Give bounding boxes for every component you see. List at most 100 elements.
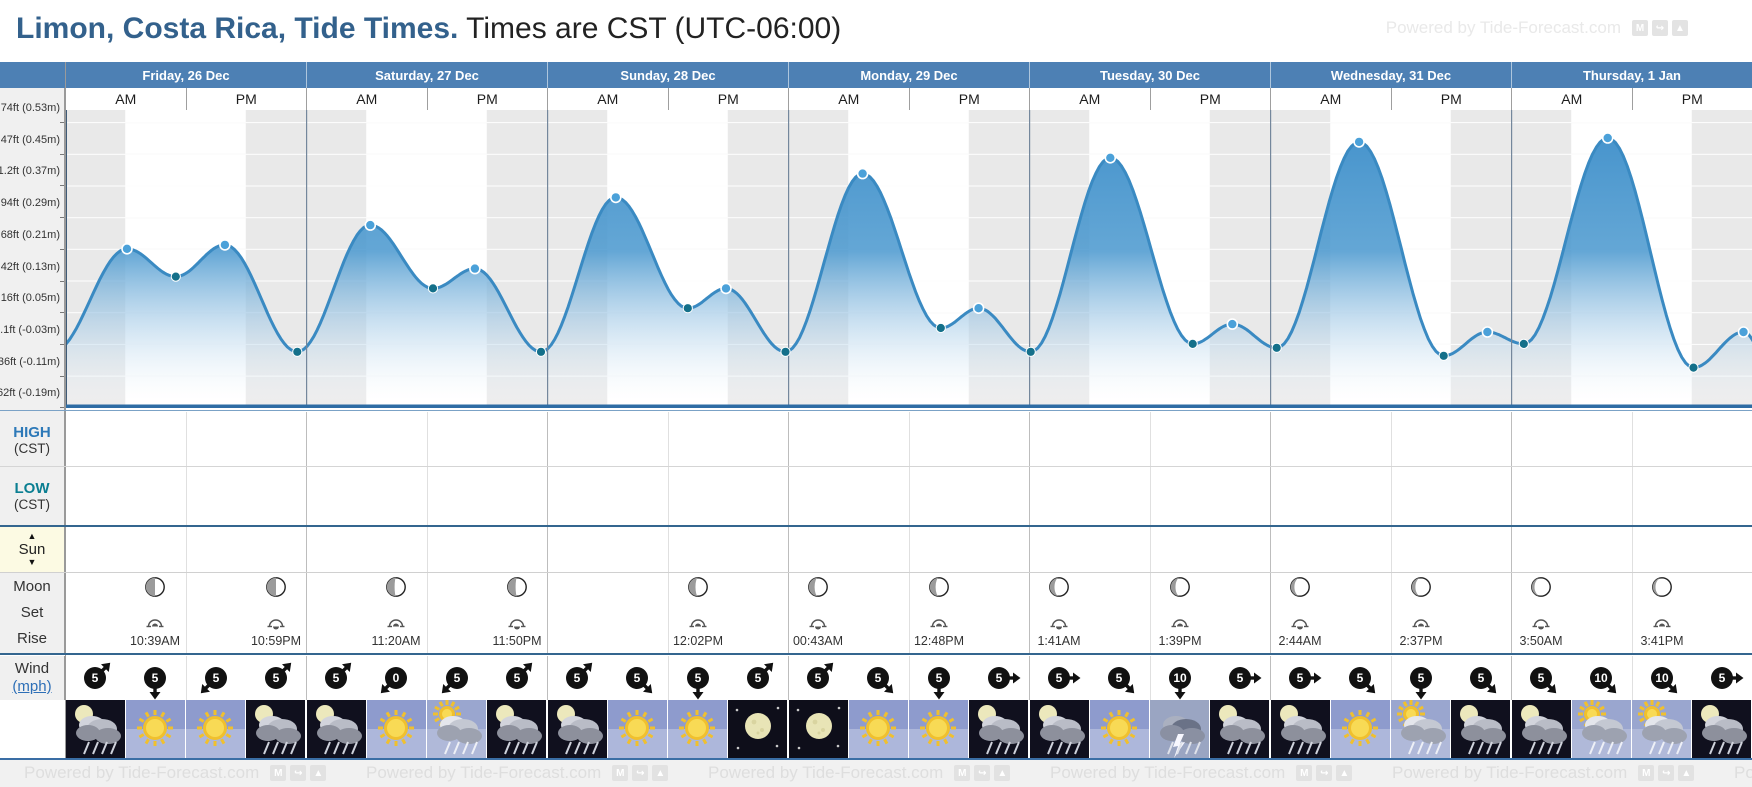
sunset-block: 5:22PM [1627,529,1697,563]
low-row-header: LOW (CST) [0,467,65,525]
watermark-social-icon-3[interactable]: ▲ [310,765,327,781]
watermark-social-icon-3[interactable]: ▲ [994,765,1011,781]
high-tide-event-time: 3:55PM [193,417,239,432]
sunset-cell-shade [1149,527,1210,572]
high-tide-event: 8:06AM 0.44m (0.44m) [1076,417,1162,462]
high-tide-event: 6:24AM 0.27m (0.27m) [353,417,439,462]
low-tide-event-time: 2:01PM [675,474,721,489]
wind-row: 5 5 5 5 5 0 5 5 5 5 [0,656,1752,700]
moon-set-icon [1263,615,1337,634]
moon-event: 10:39AM [118,576,192,648]
am-column-header: AM [65,88,186,110]
moon-phase-icon [359,576,433,601]
high-tide-event: 8:15PM 0.02m (0.02m) [1197,417,1283,462]
low-tide-event: 3:13PM 0.01m (0.01m) [896,474,982,519]
moon-phase-icon [1022,576,1096,601]
day-separator [788,412,789,525]
low-tide-event-time: 5:18PM [1398,474,1444,489]
sun-label: Sun [18,541,46,558]
svg-text:5: 5 [273,671,280,685]
half-day-separator [1390,527,1392,572]
pm-label: PM [717,91,739,107]
moon-set-icon [781,615,855,634]
high-tide-event-time: 11:09PM [1695,417,1749,432]
watermark-text: Powered by Tide-Forecast.com [1734,763,1752,782]
watermark-social-icon-1[interactable]: M [1632,20,1648,36]
weather-icon-day-rain [1632,700,1691,758]
sunset-time: 5:19PM [194,549,238,563]
watermark-social-icon-2[interactable]: ↪ [290,765,307,781]
watermark-social-icon-2[interactable]: ↪ [974,765,991,781]
sunrise-time: 5:49AM [1519,548,1563,562]
chart-underline [0,410,1752,411]
wind-unit-link[interactable]: (mph) [12,678,52,695]
watermark-social-icon-2[interactable]: ↪ [1658,765,1675,781]
watermark-social-icon-3[interactable]: ▲ [1678,765,1695,781]
half-day-separator [185,656,187,700]
day-separator [1029,573,1030,653]
title-bar: Limon, Costa Rica, Tide Times. Times are… [0,0,1752,62]
footer-watermark-bar: Powered by Tide-Forecast.com M ↪ ▲ Powered b… [0,760,1752,787]
watermark-social-icon-1[interactable]: M [1638,765,1655,781]
high-tide-event-height-m: 0.16m [439,432,475,446]
high-tide-event-time: 6:10AM [131,417,179,432]
half-day-separator [908,527,910,572]
low-tide-event: 2:01PM 0.06m (0.06m) [655,474,741,519]
weather-icon-day-clear [125,700,185,758]
weather-icon-night-rain [1511,700,1571,758]
watermark-social-icon-2[interactable]: ↪ [1652,20,1668,36]
low-tide-event-height-paren: (0.11m) [435,504,479,518]
watermark-social-icon-2[interactable]: ↪ [632,765,649,781]
watermark-icons: M ↪ ▲ [270,765,327,781]
watermark-social-icon-2[interactable]: ↪ [1316,765,1333,781]
watermark-social-icon-1[interactable]: M [270,765,287,781]
sunrise-icon [301,530,371,548]
low-tide-event-height-m: 0.01m [921,489,957,503]
watermark-social-icon-1[interactable]: M [612,765,629,781]
high-tide-event-height-m: 0.40m [860,432,896,446]
y-axis-tick [60,343,64,345]
high-tide-event-height-m: 0.22m [198,432,234,446]
low-tide-dot [1438,350,1449,361]
watermark-social-icon-3[interactable]: ▲ [1672,20,1688,36]
day-separator [1270,412,1271,525]
sunrise-block: 5:47AM [542,530,612,562]
day-separator [306,656,307,700]
low-tide-event-time: 1:16AM [1517,474,1565,489]
moon-event: 2:44AM [1263,576,1337,648]
watermark-social-icon-3[interactable]: ▲ [1336,765,1353,781]
watermark-social-icon-1[interactable]: M [1296,765,1313,781]
low-tide-event: 00:10AM -0.05m (-0.05m) [1016,474,1102,519]
watermark-social-icon-1[interactable]: M [954,765,971,781]
low-tide-event: 11:24PM -0.05m (-0.05m) [474,474,560,519]
weather-icon-night-rain [1451,700,1511,758]
weather-icon-thunderstorm [1150,700,1209,758]
high-tide-event-height-paren: (0.22m) [194,447,238,461]
moon-phase-icon [1625,576,1699,601]
y-axis-label: -0.62ft (-0.19m) [0,387,60,400]
moon-phase-icon [118,576,192,601]
low-tide-event-height-paren: (-0.05m) [734,504,782,518]
top-watermark: Powered by Tide-Forecast.com M ↪ ▲ [1386,18,1688,38]
sunset-icon [1145,529,1215,549]
weather-icon-day-rain [1391,700,1450,758]
high-tide-event: 9:39PM 0.00m (0m) [1438,417,1524,462]
wind-icon: 5 [495,656,539,700]
pm-label: PM [1199,91,1221,107]
high-tide-event-height-paren: (0.11m) [676,447,720,461]
high-tide-row: 6:10AM 0.21m (0.21m) 3:55PM 0.22m (0.22m) 6:24… [0,412,1752,467]
moon-set-time: 3:50AM [1519,634,1563,648]
watermark-social-icon-3[interactable]: ▲ [652,765,669,781]
y-axis-tick [60,185,64,187]
sunrise-icon [60,530,130,548]
sunrise-time: 5:47AM [555,548,599,562]
svg-text:5: 5 [92,671,99,685]
high-tide-dot [1481,326,1494,338]
low-tide-event-height-m: -0.04m [1280,489,1320,503]
wind-icon: 5 [133,656,177,700]
low-tide-dot [427,283,439,294]
footer-watermark: Powered by Tide-Forecast.com M↪▲ [1392,763,1695,783]
pm-column-header: PM [185,88,306,110]
moon-set-icon [239,615,313,634]
weather-icon-day-clear [186,700,245,758]
